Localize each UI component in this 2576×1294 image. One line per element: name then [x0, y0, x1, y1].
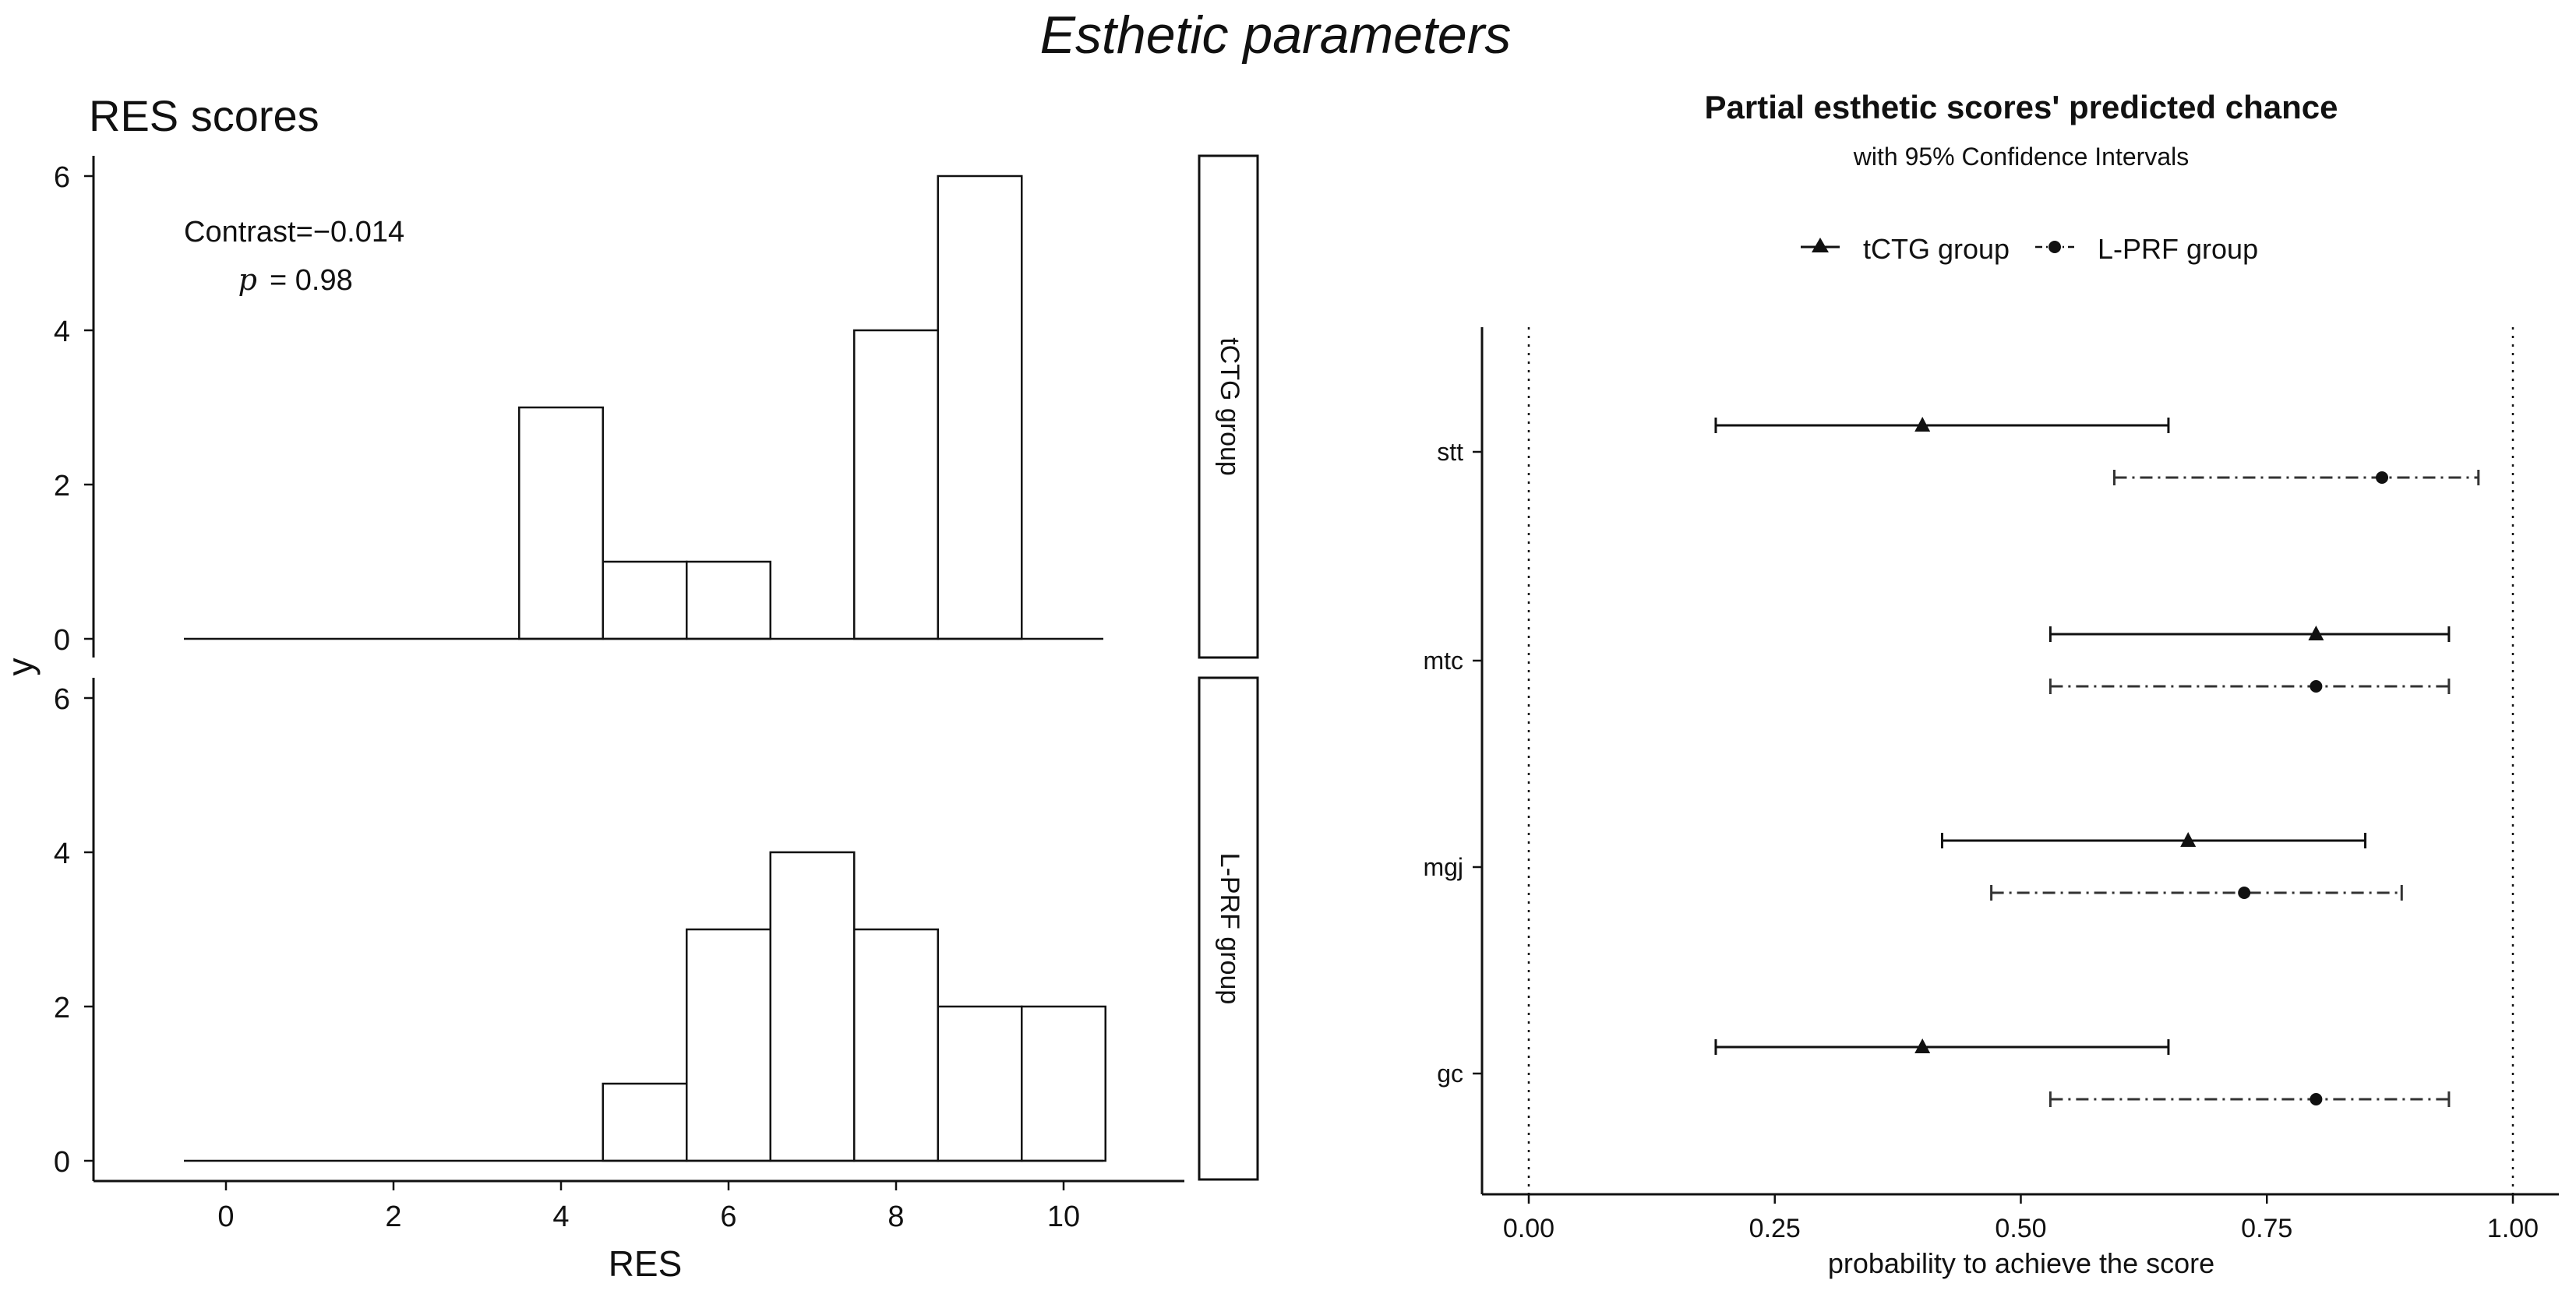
y-tick-label: 0	[54, 624, 70, 657]
y-tick-label: 0	[54, 1146, 70, 1179]
forest-title: Partial esthetic scores' predicted chanc…	[1704, 89, 2338, 125]
forest-x-tick-label: 0.50	[1995, 1214, 2046, 1243]
estimate-triangle	[1914, 417, 1931, 432]
histogram-bar	[1021, 1005, 1106, 1162]
forest-x-tick-label: 0.75	[2241, 1214, 2292, 1243]
legend: tCTG group L-PRF group	[1801, 233, 2258, 265]
reference-lines	[1527, 327, 2514, 1194]
category-label: stt	[1437, 438, 1463, 466]
legend-label-lprf: L-PRF group	[2098, 233, 2258, 265]
estimate-triangle	[2308, 626, 2324, 640]
strip-label-top: tCTG group	[1215, 337, 1244, 476]
histogram-bar	[686, 560, 771, 640]
y-tick-label: 4	[54, 316, 70, 348]
y-axis-ticks-top: 0 2 4 6	[54, 161, 94, 657]
y-tick-label: 2	[54, 470, 70, 502]
histogram-bar	[518, 406, 604, 640]
estimate-point	[2310, 680, 2323, 693]
histogram-bar	[853, 928, 939, 1162]
y-tick-label: 2	[54, 992, 70, 1024]
estimate-point	[2376, 471, 2389, 484]
y-tick-label: 4	[54, 837, 70, 870]
y-axis-ticks-bottom: 0 2 4 6	[54, 683, 94, 1179]
histogram-bar	[686, 928, 771, 1162]
x-axis-ticks: 0 2 4 6 8 10	[217, 1181, 1080, 1233]
histogram-panel-bottom: 0 2 4 6 L-PRF group	[54, 676, 1259, 1181]
estimate-triangle	[2180, 832, 2197, 847]
estimate-point	[2238, 887, 2251, 899]
histogram-bar	[769, 851, 856, 1162]
forest-x-axis-ticks: 0.00 0.25 0.50 0.75 1.00	[1503, 1194, 2539, 1243]
x-tick-label: 0	[217, 1201, 234, 1233]
x-axis-label: RES	[609, 1243, 683, 1284]
histogram-bars-bottom	[602, 851, 1106, 1162]
histogram-bar	[602, 560, 688, 640]
forest-chart: Partial esthetic scores' predicted chanc…	[1423, 89, 2559, 1279]
category-label: gc	[1437, 1060, 1463, 1088]
strip-label-bottom: L-PRF group	[1215, 853, 1244, 1005]
p-symbol: p	[238, 263, 257, 297]
p-value: = 0.98	[270, 264, 353, 297]
estimate-point	[2310, 1093, 2323, 1105]
forest-x-tick-label: 1.00	[2487, 1214, 2539, 1243]
histogram-bar	[937, 175, 1023, 640]
legend-label-tctg: tCTG group	[1863, 233, 2010, 265]
category-label: mgj	[1423, 853, 1463, 881]
y-axis-label: y	[0, 658, 41, 676]
forest-subtitle: with 95% Confidence Intervals	[1853, 143, 2189, 171]
legend-item-tctg: tCTG group	[1801, 233, 2010, 265]
category-label: mtc	[1423, 647, 1463, 675]
x-tick-label: 6	[720, 1201, 736, 1233]
histogram-title: RES scores	[89, 91, 319, 140]
strip-top: tCTG group	[1198, 154, 1259, 659]
forest-x-tick-label: 0.00	[1503, 1214, 1554, 1243]
contrast-annotation: Contrast=−0.014	[184, 216, 404, 249]
x-tick-label: 8	[887, 1201, 904, 1233]
histogram-bars-top	[518, 175, 1023, 640]
circle-marker-icon	[2048, 241, 2061, 253]
histogram-panel-top: 0 2 4 6 tCTG group Contrast=−0.014 p = 0.98	[54, 154, 1259, 659]
forest-x-tick-label: 0.25	[1749, 1214, 1801, 1243]
y-tick-label: 6	[54, 683, 70, 716]
x-tick-label: 4	[552, 1201, 569, 1233]
estimate-triangle	[1914, 1038, 1931, 1053]
histogram-bar	[602, 1082, 688, 1162]
forest-series	[1714, 417, 2480, 1107]
category-labels: stt mtc mgj gc	[1423, 438, 1482, 1088]
histogram-chart: RES scores 0 2 4 6 tCTG group Contrast=−0.0…	[0, 91, 1259, 1284]
histogram-bar	[853, 329, 939, 640]
x-tick-label: 10	[1047, 1201, 1080, 1233]
histogram-bar	[937, 1005, 1023, 1162]
figure-title: Esthetic parameters	[1040, 5, 1512, 65]
forest-x-axis-label: probability to achieve the score	[1828, 1247, 2214, 1279]
y-tick-label: 6	[54, 161, 70, 194]
x-tick-label: 2	[385, 1201, 401, 1233]
triangle-marker-icon	[1812, 238, 1829, 252]
strip-bottom: L-PRF group	[1198, 676, 1259, 1181]
legend-item-lprf: L-PRF group	[2035, 233, 2258, 265]
